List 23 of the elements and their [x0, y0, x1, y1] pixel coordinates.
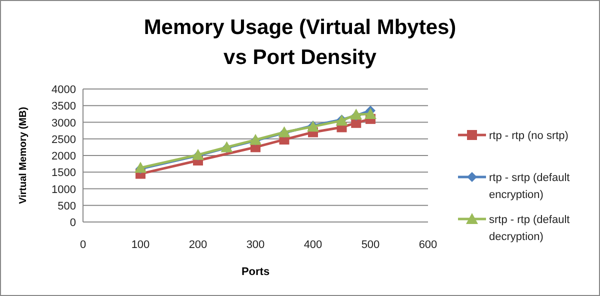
y-tick-label: 500: [58, 200, 76, 212]
y-tick-label: 3000: [52, 117, 76, 130]
x-tick-label: 600: [418, 239, 438, 251]
x-tick-label: 100: [131, 239, 150, 251]
x-tick-label: 300: [246, 239, 265, 251]
x-axis-title: Ports: [241, 266, 270, 278]
legend-label: srtp - rtp (default decryption): [489, 214, 570, 243]
x-tick-label: 500: [361, 239, 380, 251]
y-tick-label: 3500: [52, 100, 76, 113]
x-tick-label: 400: [304, 239, 322, 251]
x-tick-label: 200: [188, 239, 208, 251]
x-tick-label: 0: [80, 239, 86, 251]
legend-label: rtp - srtp (default encryption): [489, 172, 570, 201]
y-tick-label: 2000: [52, 150, 76, 162]
chart-title: Memory Usage (Virtual Mbytes) vs Port Density: [144, 16, 456, 69]
y-tick-label: 1000: [52, 184, 76, 196]
y-tick-label: 2500: [52, 134, 76, 146]
y-tick-label: 0: [70, 217, 76, 229]
legend-label: rtp - rtp (no srtp): [489, 130, 568, 142]
y-axis-title: Virtual Memory (MB): [18, 106, 29, 204]
point: [364, 108, 376, 119]
y-tick-label: 4000: [52, 84, 76, 96]
y-tick-label: 1500: [52, 167, 76, 180]
